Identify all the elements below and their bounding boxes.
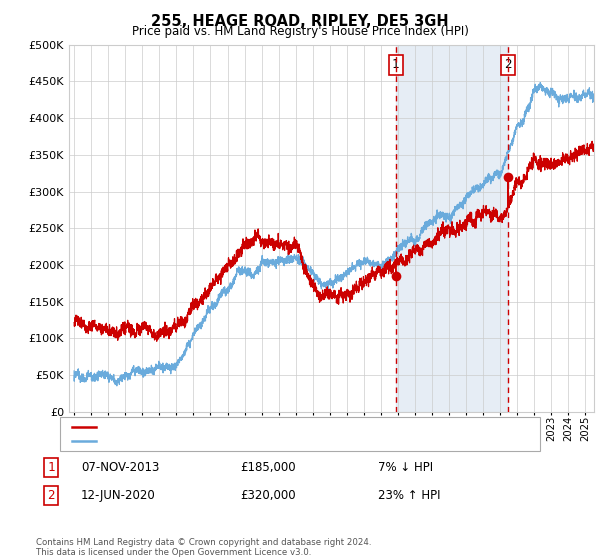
Text: Contains HM Land Registry data © Crown copyright and database right 2024.
This d: Contains HM Land Registry data © Crown c… — [36, 538, 371, 557]
Text: Price paid vs. HM Land Registry's House Price Index (HPI): Price paid vs. HM Land Registry's House … — [131, 25, 469, 38]
Text: 1: 1 — [47, 461, 55, 474]
Bar — [396, 45, 508, 412]
Text: 2: 2 — [47, 489, 55, 502]
Text: 7% ↓ HPI: 7% ↓ HPI — [378, 461, 433, 474]
Text: 12-JUN-2020: 12-JUN-2020 — [81, 489, 156, 502]
Text: £320,000: £320,000 — [240, 489, 296, 502]
Text: 07-NOV-2013: 07-NOV-2013 — [81, 461, 160, 474]
Text: 255, HEAGE ROAD, RIPLEY, DE5 3GH: 255, HEAGE ROAD, RIPLEY, DE5 3GH — [151, 14, 449, 29]
Text: £185,000: £185,000 — [240, 461, 296, 474]
Text: 1: 1 — [392, 58, 400, 72]
Text: 255, HEAGE ROAD, RIPLEY, DE5 3GH (detached house): 255, HEAGE ROAD, RIPLEY, DE5 3GH (detach… — [102, 422, 402, 432]
Text: 23% ↑ HPI: 23% ↑ HPI — [378, 489, 440, 502]
Text: HPI: Average price, detached house, Amber Valley: HPI: Average price, detached house, Ambe… — [102, 436, 377, 446]
Text: 2: 2 — [504, 58, 512, 72]
